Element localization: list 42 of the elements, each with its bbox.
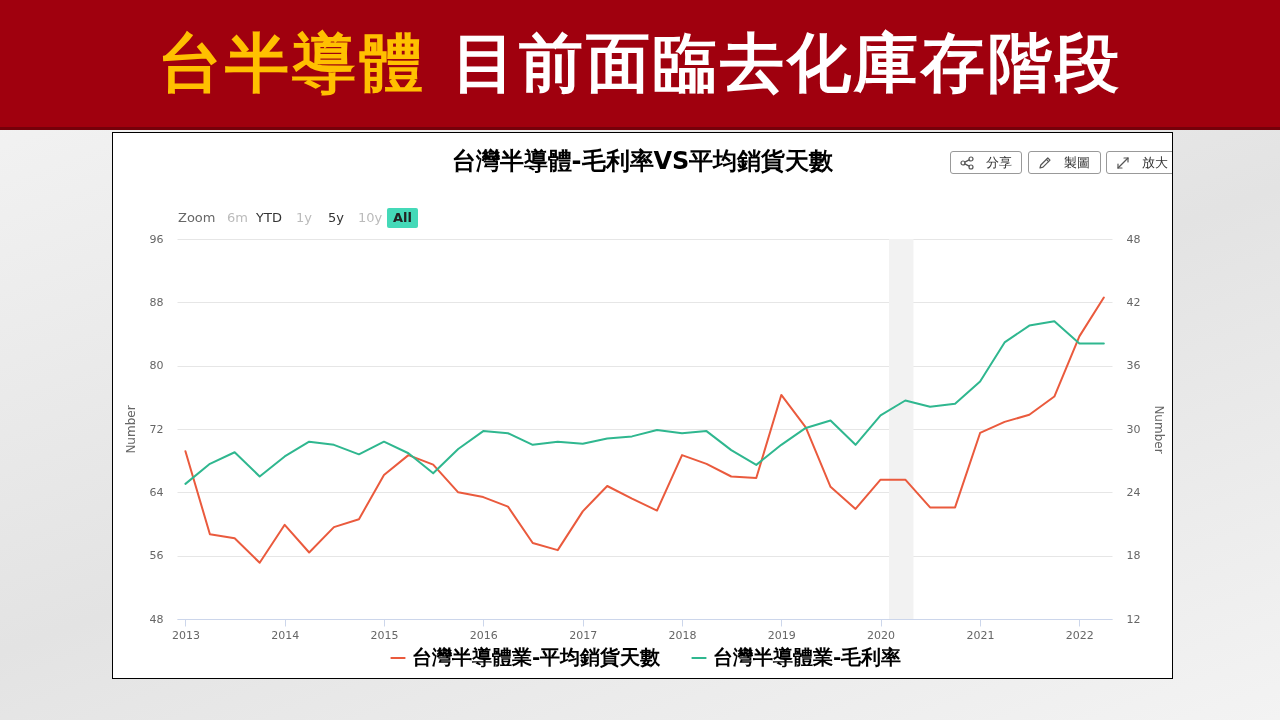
y2-tick-label: 36 bbox=[1126, 359, 1141, 373]
x-tick-label: 2022 bbox=[1065, 628, 1094, 642]
text: Zoom bbox=[178, 209, 216, 227]
x-tick-label: 2014 bbox=[271, 628, 300, 642]
x-tick-label: 2015 bbox=[370, 628, 399, 642]
x-tick-label: 2021 bbox=[966, 628, 995, 642]
x-tick-label: 2020 bbox=[867, 628, 896, 642]
y2-tick-label: 24 bbox=[1126, 485, 1141, 499]
legend-label: 台灣半導體業-毛利率 bbox=[713, 645, 902, 669]
x-tick-label: 2019 bbox=[767, 628, 796, 642]
y-tick-label: 56 bbox=[149, 549, 164, 563]
y-axis-title: Number bbox=[123, 405, 138, 454]
text: 1y bbox=[296, 209, 312, 227]
chart-title: 台半導體 目前面臨去化庫存階段 bbox=[158, 26, 1122, 101]
y-tick-label: 80 bbox=[149, 359, 164, 373]
text: 放大 bbox=[1142, 153, 1168, 172]
y2-tick-label: 18 bbox=[1126, 549, 1141, 563]
y2-tick-label: 30 bbox=[1126, 422, 1141, 436]
text: 6m bbox=[227, 209, 248, 227]
x-tick-label: 2017 bbox=[569, 628, 598, 642]
line-series bbox=[184, 320, 1105, 485]
x-tick-label: 2016 bbox=[469, 628, 498, 642]
y-tick-label: 96 bbox=[149, 232, 164, 246]
y-tick-label: 64 bbox=[149, 485, 164, 499]
text: 分享 bbox=[986, 153, 1012, 172]
y-tick-label: 88 bbox=[149, 295, 164, 309]
line-series bbox=[184, 296, 1105, 564]
x-tick-label: 2013 bbox=[171, 628, 200, 642]
text: All bbox=[387, 208, 418, 228]
legend-label: 台灣半導體業-平均銷貨天數 bbox=[412, 645, 662, 669]
chart-subtitle: 台灣半導體-毛利率VS平均銷貨天數 bbox=[451, 147, 834, 175]
y2-axis-title: Number bbox=[1152, 405, 1167, 454]
text: YTD bbox=[256, 209, 282, 227]
y2-tick-label: 48 bbox=[1126, 232, 1141, 246]
text: 5y bbox=[328, 209, 344, 227]
x-tick-label: 2018 bbox=[668, 628, 697, 642]
y2-tick-label: 12 bbox=[1126, 612, 1141, 626]
text: 製圖 bbox=[1064, 153, 1090, 172]
y-tick-label: 72 bbox=[149, 422, 164, 436]
text: 10y bbox=[358, 209, 383, 227]
y-tick-label: 48 bbox=[149, 612, 164, 626]
y2-tick-label: 42 bbox=[1126, 295, 1141, 309]
